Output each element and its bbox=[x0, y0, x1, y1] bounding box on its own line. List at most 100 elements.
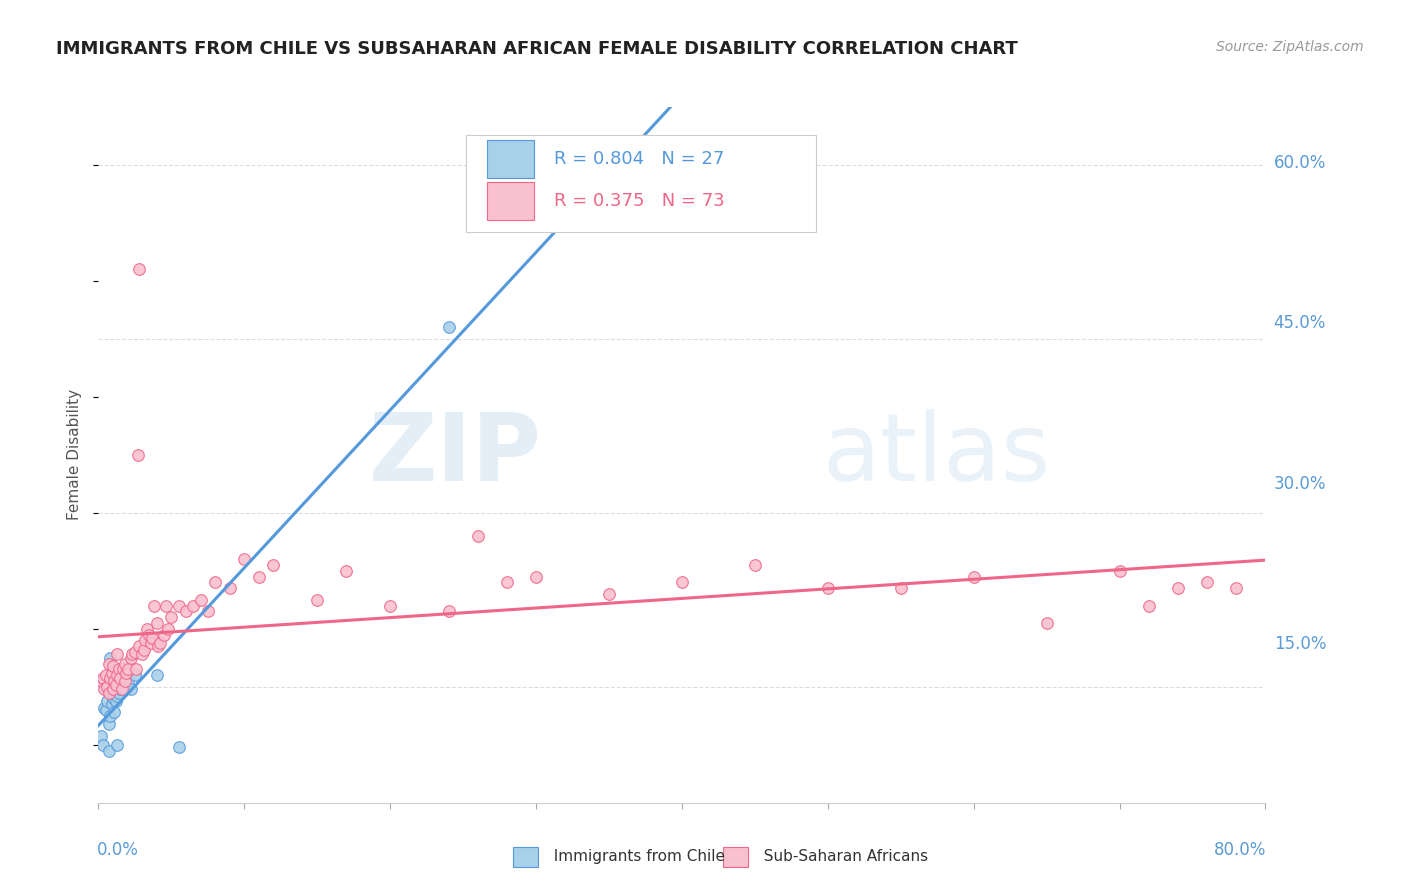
Point bbox=[132, 642, 155, 657]
Point bbox=[120, 682, 142, 697]
Point bbox=[335, 564, 357, 578]
Point bbox=[112, 671, 135, 685]
Point bbox=[111, 680, 134, 694]
Point bbox=[380, 599, 402, 613]
Point bbox=[97, 717, 120, 731]
Point bbox=[108, 685, 131, 699]
Point bbox=[110, 682, 132, 697]
Point bbox=[962, 570, 984, 584]
Point bbox=[101, 685, 124, 699]
Point bbox=[134, 633, 156, 648]
Point bbox=[496, 575, 519, 590]
Point bbox=[90, 674, 112, 689]
Text: R = 0.804   N = 27: R = 0.804 N = 27 bbox=[554, 150, 724, 169]
Point bbox=[155, 599, 177, 613]
Point bbox=[105, 738, 128, 752]
Point bbox=[98, 651, 121, 665]
FancyBboxPatch shape bbox=[465, 135, 815, 232]
Point bbox=[108, 662, 131, 676]
Point bbox=[671, 575, 693, 590]
Point bbox=[94, 703, 117, 717]
Point bbox=[218, 582, 240, 596]
Point bbox=[112, 662, 135, 676]
Point bbox=[105, 648, 128, 662]
Point bbox=[98, 671, 121, 685]
Point bbox=[114, 682, 136, 697]
Point bbox=[139, 636, 162, 650]
Point bbox=[104, 677, 127, 691]
Point bbox=[598, 587, 620, 601]
Point bbox=[101, 691, 124, 706]
Point bbox=[157, 622, 180, 636]
Point bbox=[1137, 599, 1160, 613]
Point bbox=[1167, 582, 1189, 596]
Point bbox=[101, 682, 124, 697]
Point bbox=[744, 558, 766, 573]
Point bbox=[103, 674, 125, 689]
Point bbox=[100, 665, 122, 680]
Point bbox=[146, 668, 169, 682]
Point bbox=[247, 570, 270, 584]
Point bbox=[124, 645, 146, 659]
FancyBboxPatch shape bbox=[723, 847, 748, 867]
Point bbox=[101, 659, 124, 673]
Point bbox=[437, 605, 460, 619]
Point bbox=[1035, 615, 1057, 630]
Text: ZIP: ZIP bbox=[368, 409, 541, 501]
Point bbox=[97, 685, 120, 699]
Point bbox=[114, 674, 136, 689]
Point bbox=[105, 668, 128, 682]
Point bbox=[524, 570, 547, 584]
Point bbox=[148, 639, 170, 653]
Point bbox=[124, 668, 146, 682]
Point bbox=[125, 662, 148, 676]
Text: Sub-Saharan Africans: Sub-Saharan Africans bbox=[754, 849, 928, 863]
Y-axis label: Female Disability: Female Disability bbox=[67, 389, 83, 521]
Point bbox=[105, 689, 128, 703]
Point bbox=[117, 662, 139, 676]
Point bbox=[96, 694, 118, 708]
Point bbox=[103, 706, 125, 720]
Point bbox=[135, 622, 157, 636]
Point bbox=[167, 740, 190, 755]
Point bbox=[93, 700, 115, 714]
FancyBboxPatch shape bbox=[486, 140, 534, 178]
Point bbox=[100, 698, 122, 712]
Point bbox=[817, 582, 839, 596]
Point bbox=[104, 694, 127, 708]
Point bbox=[190, 592, 212, 607]
Text: 0.0%: 0.0% bbox=[97, 841, 139, 859]
Point bbox=[160, 610, 183, 624]
Point bbox=[91, 671, 114, 685]
Point bbox=[97, 744, 120, 758]
Point bbox=[262, 558, 284, 573]
Point bbox=[204, 575, 226, 590]
FancyBboxPatch shape bbox=[486, 182, 534, 220]
Point bbox=[117, 674, 139, 689]
FancyBboxPatch shape bbox=[513, 847, 538, 867]
Point bbox=[1195, 575, 1218, 590]
Point bbox=[138, 628, 160, 642]
Point bbox=[121, 648, 143, 662]
Point bbox=[98, 708, 121, 723]
Text: Immigrants from Chile: Immigrants from Chile bbox=[544, 849, 725, 863]
Point bbox=[114, 657, 136, 671]
Point bbox=[174, 605, 197, 619]
Text: 80.0%: 80.0% bbox=[1215, 841, 1267, 859]
Text: atlas: atlas bbox=[823, 409, 1050, 501]
Point bbox=[110, 671, 132, 685]
Point bbox=[146, 615, 169, 630]
Text: R = 0.375   N = 73: R = 0.375 N = 73 bbox=[554, 192, 724, 210]
Point bbox=[97, 657, 120, 671]
Point bbox=[167, 599, 190, 613]
Point bbox=[153, 628, 176, 642]
Point bbox=[1108, 564, 1130, 578]
Point bbox=[96, 680, 118, 694]
Point bbox=[233, 552, 256, 566]
Point bbox=[141, 631, 163, 645]
Text: IMMIGRANTS FROM CHILE VS SUBSAHARAN AFRICAN FEMALE DISABILITY CORRELATION CHART: IMMIGRANTS FROM CHILE VS SUBSAHARAN AFRI… bbox=[56, 40, 1018, 58]
Point bbox=[127, 448, 149, 462]
Point bbox=[90, 729, 112, 743]
Point bbox=[128, 639, 150, 653]
Point bbox=[93, 682, 115, 697]
